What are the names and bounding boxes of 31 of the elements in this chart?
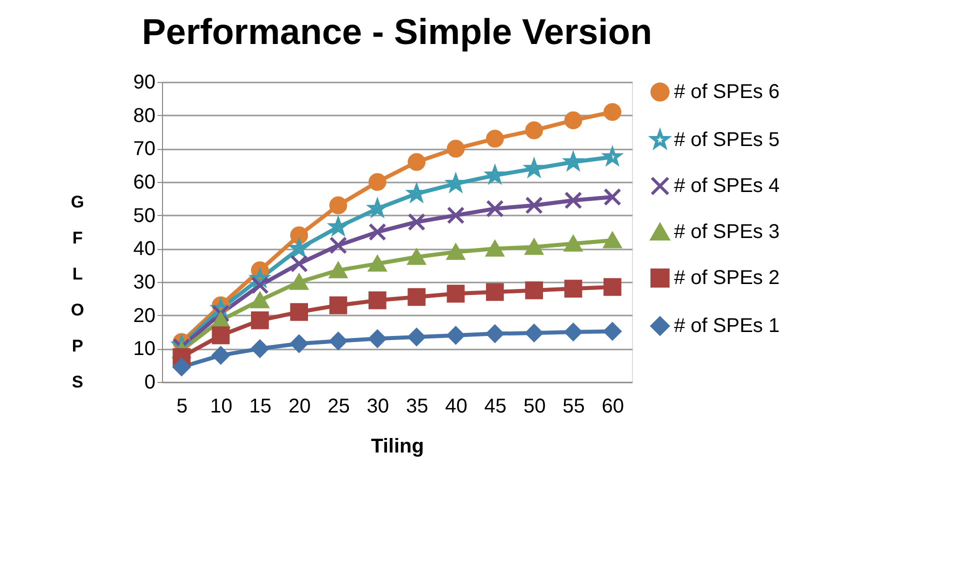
x-tick-label: 55 xyxy=(562,396,585,418)
y-tick-label: 20 xyxy=(133,304,156,327)
x-axis-title: Tiling xyxy=(371,436,424,458)
y-tick-label: 30 xyxy=(133,272,156,294)
y-tick-label: 80 xyxy=(133,104,156,127)
x-tick-label: 45 xyxy=(484,396,507,418)
legend-label: # of SPEs 5 xyxy=(674,129,780,151)
y-tick-label: 40 xyxy=(133,238,156,260)
legend-label: # of SPEs 2 xyxy=(674,267,780,289)
x-tick-label: 25 xyxy=(328,396,350,418)
y-tick-label: 60 xyxy=(133,172,156,194)
y-tick-label: 0 xyxy=(144,372,156,394)
legend-label: # of SPEs 4 xyxy=(674,175,780,197)
legend-label: # of SPEs 1 xyxy=(674,315,780,337)
y-tick-label: 10 xyxy=(133,338,156,360)
x-tick-label: 30 xyxy=(366,396,390,418)
y-tick-label: 90 xyxy=(133,72,156,94)
x-tick-label: 40 xyxy=(445,396,468,418)
x-tick-label: 50 xyxy=(523,396,546,418)
x-tick-label: 5 xyxy=(176,396,188,418)
y-tick-label: 50 xyxy=(133,204,156,227)
x-tick-label: 10 xyxy=(210,396,232,418)
y-tick-label: 70 xyxy=(133,138,156,160)
x-tick-label: 35 xyxy=(406,396,428,418)
x-tick-label: 15 xyxy=(249,396,272,418)
x-tick-label: 20 xyxy=(288,396,311,418)
x-tick-label: 60 xyxy=(602,396,624,418)
chart-title: Performance - Simple Version xyxy=(142,11,652,52)
y-axis-title: GFLOPS xyxy=(70,192,84,392)
legend-label: # of SPEs 6 xyxy=(674,81,780,103)
legend-label: # of SPEs 3 xyxy=(674,221,780,243)
